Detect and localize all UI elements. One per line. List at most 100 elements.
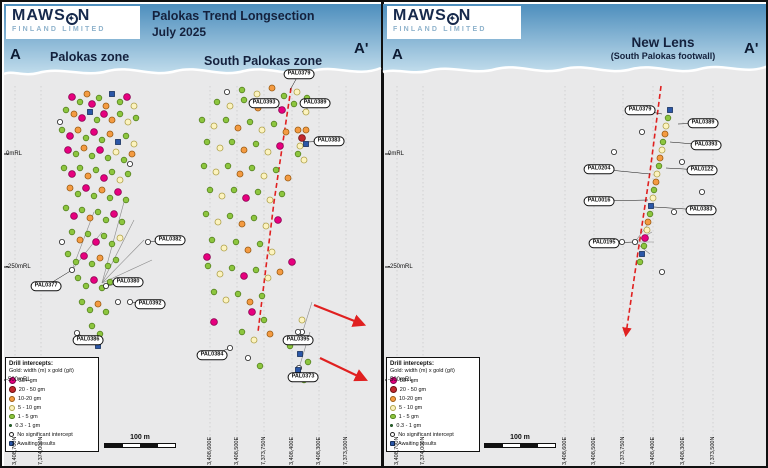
- drillhole-label: PAL0204: [583, 164, 615, 174]
- coordinate-label: 3,408,400E: [289, 436, 295, 465]
- legend-title: Drill intercepts:: [9, 361, 54, 367]
- rl-label: 0mRL: [388, 151, 405, 157]
- drillhole-label: PAL0386: [72, 335, 104, 345]
- rl-label: -500mRL: [6, 377, 31, 383]
- legend-marker-icon: [9, 431, 15, 438]
- legend-marker-icon: [390, 404, 396, 411]
- legend-item: 10-20 gm: [9, 394, 95, 403]
- drillhole-label: PAL0393: [248, 98, 280, 108]
- drillhole-label: PAL0384: [196, 350, 228, 360]
- drillhole-label: PAL0383: [685, 205, 717, 215]
- coordinate-label: 3,408,700N: [12, 436, 18, 465]
- legend-item: 1 - 5 gm: [9, 412, 95, 421]
- scalebar: [484, 443, 556, 448]
- legend-item-label: 10-20 gm: [399, 395, 423, 402]
- legend-marker-icon: [390, 377, 397, 384]
- section-end-a2-right: A': [744, 40, 759, 57]
- legend-marker-icon: [390, 441, 395, 446]
- drillhole-label: PAL0389: [687, 118, 719, 128]
- legend-marker-icon: [9, 441, 14, 446]
- coordinate-label: 3,408,700N: [394, 436, 400, 465]
- legend-left: Drill intercepts: Gold: width (m) x gold…: [5, 357, 99, 452]
- panel-divider: [381, 2, 384, 466]
- legend-item: 1 - 5 gm: [390, 412, 476, 421]
- legend-items: 50+ gm 20 - 50 gm 10-20 gm 5 - 10 gm 1 - 5 g…: [390, 376, 476, 448]
- legend-item-label: 20 - 50 gm: [399, 386, 427, 393]
- legend-item: No significant intercept: [9, 430, 95, 439]
- legend-item-label: 20 - 50 gm: [18, 386, 46, 393]
- coordinate-label: 3,408,300E: [680, 436, 686, 465]
- legend-item: Awaiting results: [9, 439, 95, 448]
- legend-item: No significant intercept: [390, 430, 476, 439]
- drillhole-label: PAL0377: [30, 281, 62, 291]
- section-end-a-right: A: [392, 46, 403, 63]
- coordinate-label: 3,408,600E: [562, 436, 568, 465]
- coordinate-label: 7,374,000N: [38, 436, 44, 465]
- logo-subtitle: FINLAND LIMITED: [12, 26, 106, 33]
- scalebar-right: 100 m: [484, 434, 556, 448]
- drillhole-label: PAL0122: [686, 165, 718, 175]
- figure-date: July 2025: [152, 25, 207, 39]
- legend-item: 50+ gm: [9, 376, 95, 385]
- coordinate-label: 3,408,500E: [234, 436, 240, 465]
- drillhole-label: PAL0195: [588, 238, 620, 248]
- legend-marker-icon: [9, 386, 16, 393]
- legend-item: 5 - 10 gm: [9, 403, 95, 412]
- legend-item-label: 5 - 10 gm: [18, 404, 42, 411]
- legend-item: 20 - 50 gm: [9, 385, 95, 394]
- coordinate-label: 3,408,400E: [650, 436, 656, 465]
- drillhole-label: PAL0373: [287, 372, 319, 382]
- figure-title: Palokas Trend Longsection: [152, 9, 315, 23]
- legend-item: 0.3 - 1 gm: [390, 421, 476, 430]
- coordinate-label: 7,373,750N: [261, 436, 267, 465]
- drillhole-label: PAL0393: [690, 140, 722, 150]
- legend-subtitle: Gold: width (m) x gold (g/t): [9, 368, 74, 374]
- drillhole-label: PAL0379: [283, 69, 315, 79]
- scalebar-label: 100 m: [130, 434, 150, 441]
- legend-item-label: Awaiting results: [398, 440, 437, 447]
- coordinate-label: 3,408,300E: [316, 436, 322, 465]
- legend-marker-icon: [9, 413, 15, 420]
- coordinate-label: 7,373,500N: [343, 436, 349, 465]
- drillhole-label: PAL0389: [299, 98, 331, 108]
- coordinate-label: 7,374,000N: [420, 436, 426, 465]
- south-palokas-zone-label: South Palokas zone: [204, 54, 323, 68]
- drillhole-label: PAL0016: [583, 196, 615, 206]
- legend-item-label: 0.3 - 1 gm: [396, 422, 422, 429]
- legend-item-label: 0.3 - 1 gm: [15, 422, 41, 429]
- logo-wordmark: MAWS ✦ N: [12, 7, 91, 25]
- scalebar: [104, 443, 176, 448]
- drillhole-label: PAL0379: [624, 105, 656, 115]
- mawson-logo-right: MAWS ✦ N FINLAND LIMITED: [387, 6, 521, 39]
- legend-title: Drill intercepts:: [390, 361, 435, 367]
- legend-item: 0.3 - 1 gm: [9, 421, 95, 430]
- legend-item: 20 - 50 gm: [390, 385, 476, 394]
- compass-icon: ✦: [65, 13, 78, 25]
- section-end-a2-left: A': [354, 40, 369, 57]
- legend-right: Drill intercepts: Gold: width (m) x gold…: [386, 357, 480, 452]
- legend-marker-icon: [390, 386, 397, 393]
- legend-marker-icon: [9, 395, 15, 402]
- legend-marker-icon: [390, 395, 396, 402]
- new-lens-title: New Lens: [631, 35, 695, 50]
- legend-subtitle: Gold: width (m) x gold (g/t): [390, 368, 455, 374]
- drillhole-label: PAL0392: [134, 299, 166, 309]
- legend-item-label: 10-20 gm: [18, 395, 42, 402]
- legend-marker-icon: [9, 404, 15, 411]
- legend-item-label: Awaiting results: [17, 440, 56, 447]
- legend-item: 5 - 10 gm: [390, 403, 476, 412]
- legend-item: 50+ gm: [390, 376, 476, 385]
- legend-marker-icon: [390, 431, 396, 438]
- legend-items: 50+ gm 20 - 50 gm 10-20 gm 5 - 10 gm 1 - 5 g…: [9, 376, 95, 448]
- legend-marker-icon: [390, 423, 394, 428]
- rl-label: -250mRL: [6, 264, 31, 270]
- drillhole-label: PAL0380: [112, 277, 144, 287]
- new-lens-subtitle: (South Palokas footwall): [610, 51, 716, 61]
- legend-item-label: 1 - 5 gm: [398, 413, 419, 420]
- legend-item: 10-20 gm: [390, 394, 476, 403]
- palokas-zone-label: Palokas zone: [50, 50, 130, 64]
- legend-item-label: 50+ gm: [399, 377, 419, 384]
- mawson-logo: MAWS ✦ N FINLAND LIMITED: [6, 6, 140, 39]
